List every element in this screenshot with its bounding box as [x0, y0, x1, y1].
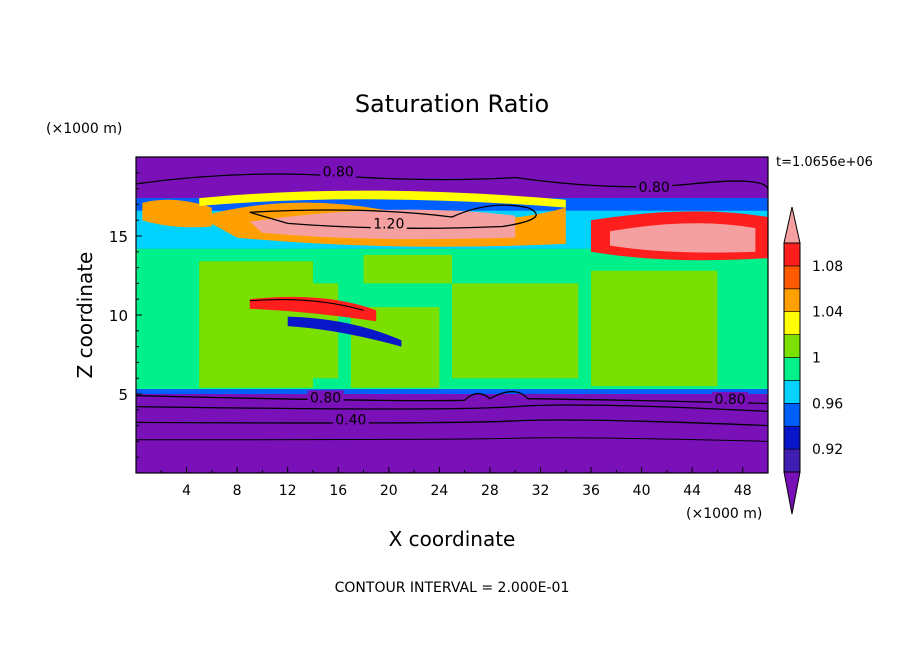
x-tick-label: 40	[633, 483, 651, 499]
colorbar-segment	[783, 242, 801, 267]
x-tick-label: 12	[279, 483, 297, 499]
colorbar-arrow-low	[783, 471, 801, 515]
mid-streak-dry	[287, 316, 402, 347]
colorbar-frame	[783, 242, 801, 473]
lime-patch-4	[363, 254, 452, 284]
y-tick-label: 15	[109, 228, 128, 246]
saturation-field: 0.80 0.80 1.20 0.80 0.40 0.80	[136, 157, 768, 473]
contour-label: 0.80	[323, 164, 354, 180]
contour-label-bg	[320, 164, 357, 179]
contour-label-bg	[332, 412, 369, 427]
contour-label-bg	[636, 180, 673, 195]
upper-left-edge-patch	[142, 199, 212, 228]
contour-0.80-upper	[136, 173, 768, 191]
colorbar-segment	[783, 265, 801, 290]
y-axis-title: Z coordinate	[73, 252, 97, 379]
contour-interval-note: CONTOUR INTERVAL = 2.000E-01	[335, 580, 570, 596]
lower-dry-layer	[136, 394, 768, 473]
colorbar-segment	[783, 402, 801, 427]
colorbar-label: 1	[812, 351, 821, 367]
colorbar-label: 1.04	[812, 305, 843, 321]
contour-label: 0.80	[639, 180, 670, 196]
x-tick-label: 20	[380, 483, 398, 499]
colorbar-segment	[783, 288, 801, 312]
colorbar-segment	[783, 425, 801, 450]
colorbar-label: 1.08	[812, 259, 843, 275]
colorbar: 1.08 1.04 1 0.96 0.92	[783, 206, 843, 515]
x-tick-label: 44	[683, 483, 701, 499]
x-tick-label: 36	[582, 483, 600, 499]
mid-streak-warm	[249, 296, 377, 322]
x-axis-unit: (×1000 m)	[686, 506, 762, 522]
upper-yellow-fringe	[199, 190, 566, 208]
x-axis: 4 8 12 16 20 24 28 32 36 40 44 48	[160, 467, 752, 499]
contour-0.40	[136, 419, 768, 427]
upper-pink-core-right	[610, 223, 756, 253]
lime-patch-2	[452, 283, 579, 379]
x-tick-label: 48	[734, 483, 752, 499]
y-tick-label: 5	[118, 386, 128, 404]
x-tick-label: 24	[430, 483, 448, 499]
colorbar-segment	[783, 334, 801, 358]
x-tick-label: 4	[182, 483, 191, 499]
x-tick-label: 28	[481, 483, 499, 499]
contour-label: 0.40	[335, 412, 366, 428]
colorbar-arrow-high	[783, 206, 801, 244]
x-tick-label: 8	[233, 483, 242, 499]
lime-patch-3	[591, 270, 718, 387]
chart-title: Saturation Ratio	[355, 90, 549, 118]
plot-area: 0.80 0.80 1.20 0.80 0.40 0.80	[135, 156, 769, 474]
y-axis: 5 10 15	[109, 172, 142, 458]
x-tick-label: 16	[329, 483, 347, 499]
contour-label-bg	[307, 390, 344, 405]
contour-label: 0.80	[714, 392, 745, 408]
lower-transition	[136, 389, 768, 394]
colorbar-label: 0.96	[812, 396, 843, 412]
colorbar-segment	[783, 357, 801, 381]
contour-0.60	[136, 404, 768, 413]
contour-0.20	[136, 437, 768, 442]
colorbar-segment	[783, 448, 801, 473]
colorbar-segment	[783, 380, 801, 404]
contour-label: 0.80	[310, 390, 341, 406]
contour-label-bg	[712, 391, 749, 406]
x-tick-label: 32	[532, 483, 550, 499]
y-axis-unit: (×1000 m)	[46, 121, 122, 137]
colorbar-segment	[783, 311, 801, 335]
y-tick-label: 10	[109, 307, 128, 325]
contour-mid-streak	[249, 299, 364, 311]
contour-label-bg	[370, 216, 407, 231]
lime-patch-1	[350, 307, 440, 388]
time-label: t=1.0656e+06	[776, 155, 873, 170]
contour-label: 1.20	[373, 217, 404, 233]
colorbar-label: 0.92	[812, 442, 843, 458]
x-axis-title: X coordinate	[389, 527, 516, 551]
